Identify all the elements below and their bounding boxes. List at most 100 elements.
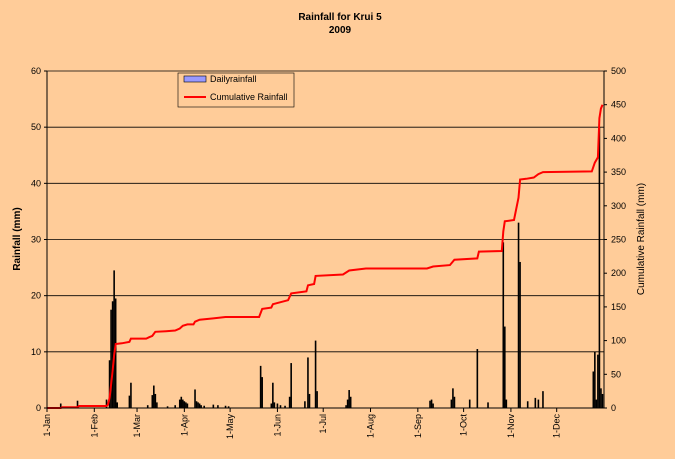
y-tick-label: 60 xyxy=(31,66,41,76)
daily-bar xyxy=(108,360,111,408)
daily-bar xyxy=(308,393,311,408)
daily-bar xyxy=(468,399,471,408)
daily-bar xyxy=(487,402,489,408)
daily-bar xyxy=(517,222,520,408)
daily-bar xyxy=(270,403,273,408)
daily-bar xyxy=(272,382,274,408)
y2-tick-label: 0 xyxy=(611,403,616,413)
daily-bar xyxy=(146,405,149,408)
daily-bar xyxy=(279,405,282,408)
daily-bar xyxy=(349,396,352,408)
daily-bar xyxy=(430,399,433,408)
daily-bar xyxy=(542,391,544,408)
daily-bar xyxy=(316,391,318,408)
daily-bar xyxy=(273,402,276,408)
daily-bar xyxy=(180,396,183,408)
daily-bar xyxy=(110,309,112,408)
chart-subtitle: 2009 xyxy=(329,25,352,36)
daily-bar xyxy=(217,405,219,408)
daily-bar xyxy=(185,402,187,408)
y2-tick-label: 250 xyxy=(611,235,626,245)
daily-bar xyxy=(182,399,184,408)
daily-bar xyxy=(519,261,521,408)
daily-bar xyxy=(178,399,181,408)
daily-bar xyxy=(314,340,317,408)
daily-bar xyxy=(452,388,454,408)
daily-bar xyxy=(116,402,118,408)
legend-entry-daily: Dailyrainfall xyxy=(210,74,257,84)
y-tick-label: 0 xyxy=(36,403,41,413)
daily-bar xyxy=(429,400,431,408)
y2-tick-labels: 0 50 100 150 200 250 300 350 400 450 500 xyxy=(611,66,626,413)
daily-bar xyxy=(130,382,132,408)
daily-bar xyxy=(594,351,596,408)
x-tick-label: 1-Nov xyxy=(506,414,516,439)
daily-bar xyxy=(198,403,201,408)
daily-bar xyxy=(307,357,309,408)
x-tick-label: 1-Jul xyxy=(318,414,328,434)
daily-bar xyxy=(114,298,117,408)
daily-bar xyxy=(348,390,350,408)
cumulative-rainfall-line xyxy=(47,104,604,409)
x-tick-label: 1-May xyxy=(225,414,235,440)
daily-bar xyxy=(200,405,202,408)
daily-bar xyxy=(504,326,506,408)
y2-axis-label: Cumulative Rainfall (mm) xyxy=(636,183,647,295)
daily-bar xyxy=(259,365,262,408)
y-tick-label: 40 xyxy=(31,178,41,188)
daily-bar xyxy=(261,377,263,408)
legend-entry-cumulative: Cumulative Rainfall xyxy=(210,92,288,102)
daily-bar xyxy=(346,399,349,408)
x-tick-label: 1-Oct xyxy=(459,414,469,437)
x-tick-label: 1-Apr xyxy=(179,414,189,436)
daily-bar xyxy=(153,385,155,408)
x-tick-label: 1-Mar xyxy=(132,414,142,438)
daily-bar xyxy=(197,402,199,408)
daily-bar xyxy=(128,395,131,408)
daily-bar xyxy=(195,401,198,408)
daily-bar xyxy=(284,405,286,408)
daily-bar xyxy=(76,400,79,408)
y2-tick-label: 200 xyxy=(611,268,626,278)
legend-bar-swatch xyxy=(183,75,207,83)
daily-bar xyxy=(288,396,291,408)
daily-bar xyxy=(476,349,479,408)
x-tick-label: 1-Dec xyxy=(552,414,562,439)
daily-bar xyxy=(111,301,114,408)
y-tick-labels: 0 10 20 30 40 50 60 xyxy=(31,66,41,413)
daily-bar xyxy=(598,127,601,409)
x-tick-labels: 1-Jan 1-Feb 1-Mar 1-Apr 1-May 1-Jun 1-Jul 1-Aug… xyxy=(42,414,562,440)
y2-tick-label: 100 xyxy=(611,336,626,346)
daily-bar xyxy=(166,406,169,408)
daily-bar xyxy=(601,393,604,408)
daily-rainfall-bars xyxy=(59,127,604,409)
daily-bar xyxy=(227,406,230,408)
daily-bar xyxy=(537,399,540,408)
axes xyxy=(44,70,607,412)
daily-bar xyxy=(290,363,292,408)
daily-bar xyxy=(156,402,158,408)
daily-bar xyxy=(105,399,108,408)
daily-bar xyxy=(534,397,537,408)
daily-bar xyxy=(276,403,279,408)
x-tick-label: 1-Aug xyxy=(366,414,376,438)
y-tick-label: 30 xyxy=(31,235,41,245)
y2-tick-label: 300 xyxy=(611,201,626,211)
y-tick-label: 20 xyxy=(31,291,41,301)
y-tick-label: 10 xyxy=(31,347,41,357)
y2-tick-label: 350 xyxy=(611,167,626,177)
daily-bar xyxy=(502,242,505,408)
y2-tick-label: 500 xyxy=(611,66,626,76)
daily-bar xyxy=(450,399,453,408)
daily-bar xyxy=(592,371,595,408)
daily-bar xyxy=(505,399,508,408)
daily-bar xyxy=(432,403,434,408)
y2-tick-label: 50 xyxy=(611,369,621,379)
legend: Dailyrainfall Cumulative Rainfall xyxy=(177,72,295,108)
daily-bar xyxy=(595,399,598,408)
daily-bar xyxy=(453,396,456,408)
daily-bar xyxy=(183,401,186,408)
daily-bar xyxy=(345,405,347,408)
y2-tick-label: 400 xyxy=(611,133,626,143)
